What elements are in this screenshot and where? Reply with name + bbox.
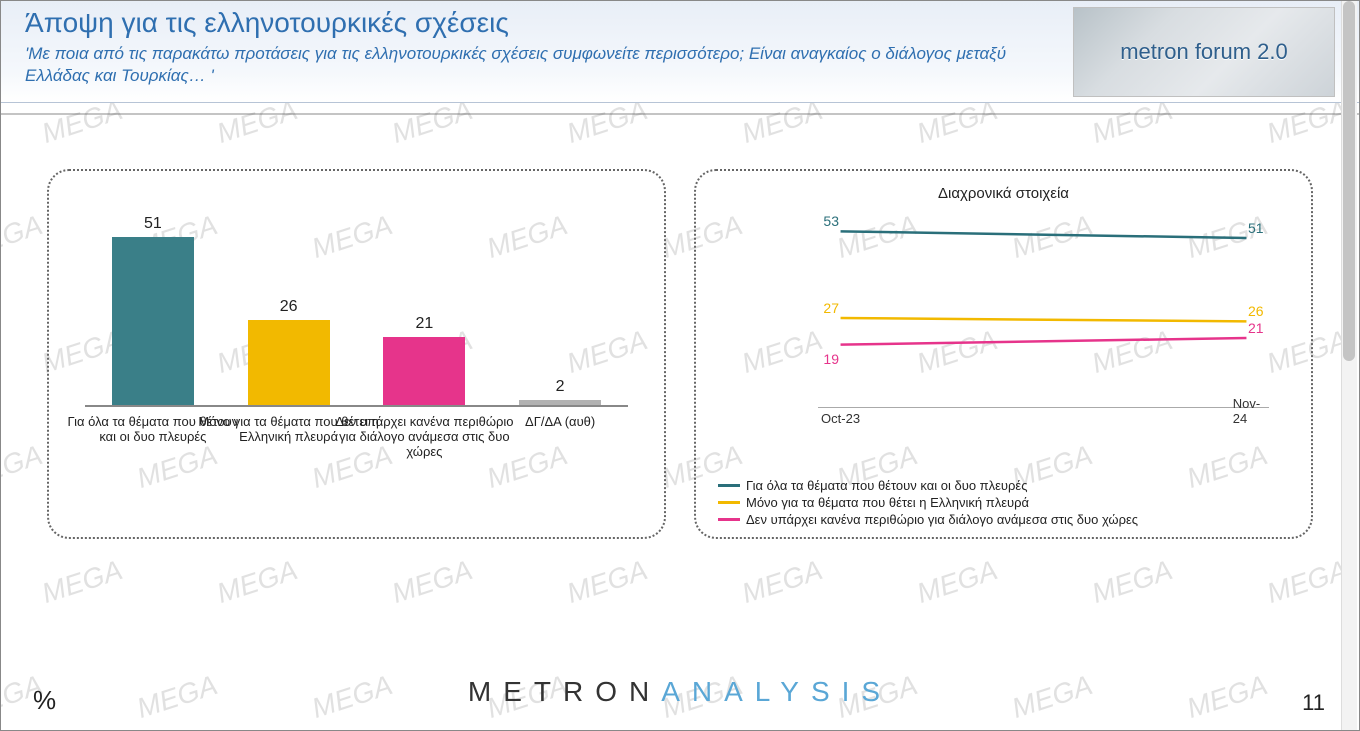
legend-item: Μόνο για τα θέματα που θέτει η Ελληνική … bbox=[718, 495, 1289, 510]
bar-rect bbox=[112, 237, 194, 407]
line-point-label: 26 bbox=[1248, 303, 1264, 319]
line-chart-plot: 535127261921Oct-23Nov-24 bbox=[818, 208, 1269, 408]
brand-logo-text: metron forum 2.0 bbox=[1120, 39, 1288, 65]
bar-value-label: 51 bbox=[85, 215, 221, 233]
scrollbar-thumb[interactable] bbox=[1343, 1, 1355, 361]
legend-label: Δεν υπάρχει κανένα περιθώριο για διάλογο… bbox=[746, 512, 1138, 527]
line-baseline bbox=[818, 407, 1269, 408]
legend-swatch bbox=[718, 501, 740, 504]
legend-swatch bbox=[718, 518, 740, 521]
scrollbar-track[interactable] bbox=[1341, 1, 1357, 730]
bar-category-label: ΔΓ/ΔΑ (αυθ) bbox=[465, 415, 655, 430]
page-subtitle: 'Με ποια από τις παρακάτω προτάσεις για … bbox=[25, 43, 1015, 87]
bar-column: 21Δεν υπάρχει κανένα περιθώριο για διάλο… bbox=[357, 315, 493, 407]
legend-swatch bbox=[718, 484, 740, 487]
page-number: 11 bbox=[1302, 690, 1325, 716]
legend-label: Μόνο για τα θέματα που θέτει η Ελληνική … bbox=[746, 495, 1029, 510]
bar-baseline bbox=[85, 405, 628, 407]
bar-chart: 51Για όλα τα θέματα που θέτουν και οι δυ… bbox=[71, 189, 642, 515]
line-point-label: 27 bbox=[823, 300, 839, 316]
header-separator bbox=[1, 113, 1359, 115]
footer-logo-part-b: ANALYSIS bbox=[661, 676, 892, 707]
brand-logo-box: metron forum 2.0 bbox=[1073, 7, 1335, 97]
line-series bbox=[841, 231, 1247, 238]
footer-logo-part-a: METRON bbox=[468, 676, 661, 707]
line-chart-legend: Για όλα τα θέματα που θέτουν και οι δυο … bbox=[718, 476, 1289, 527]
bar-rect bbox=[248, 320, 330, 407]
bar-column: 51Για όλα τα θέματα που θέτουν και οι δυ… bbox=[85, 215, 221, 407]
bar-rect bbox=[383, 337, 465, 407]
line-point-label: 19 bbox=[823, 351, 839, 367]
line-point-label: 21 bbox=[1248, 320, 1264, 336]
x-axis-tick: Nov-24 bbox=[1233, 396, 1260, 426]
legend-item: Δεν υπάρχει κανένα περιθώριο για διάλογο… bbox=[718, 512, 1289, 527]
line-series bbox=[841, 338, 1247, 345]
legend-item: Για όλα τα θέματα που θέτουν και οι δυο … bbox=[718, 478, 1289, 493]
legend-label: Για όλα τα θέματα που θέτουν και οι δυο … bbox=[746, 478, 1028, 493]
bar-value-label: 26 bbox=[221, 298, 357, 316]
panels-row: 51 Για όλα τα θέματα που θέτουν και οι δυ… bbox=[47, 169, 1313, 539]
line-chart-title: Διαχρονικά στοιχεία bbox=[718, 185, 1289, 202]
percent-label: % bbox=[33, 685, 56, 716]
line-chart-panel: Διαχρονικά στοιχεία 53 51 27 26 19 21 Oct-23 No… bbox=[694, 169, 1313, 539]
footer-logo: METRONANALYSIS bbox=[468, 676, 892, 708]
line-series bbox=[841, 318, 1247, 321]
line-point-label: 53 bbox=[823, 213, 839, 229]
bar-value-label: 2 bbox=[492, 378, 628, 396]
line-point-label: 51 bbox=[1248, 220, 1264, 236]
line-chart-svg bbox=[818, 208, 1269, 408]
x-axis-tick: Oct-23 bbox=[821, 411, 860, 426]
bar-value-label: 21 bbox=[357, 315, 493, 333]
bar-chart-panel: 51Για όλα τα θέματα που θέτουν και οι δυ… bbox=[47, 169, 666, 539]
bar-column: 26Μόνο για τα θέματα που θέτει η Ελληνικ… bbox=[221, 298, 357, 407]
bar-column: 2ΔΓ/ΔΑ (αυθ) bbox=[492, 378, 628, 407]
header-bar: Άποψη για τις ελληνοτουρκικές σχέσεις 'Μ… bbox=[1, 1, 1359, 103]
